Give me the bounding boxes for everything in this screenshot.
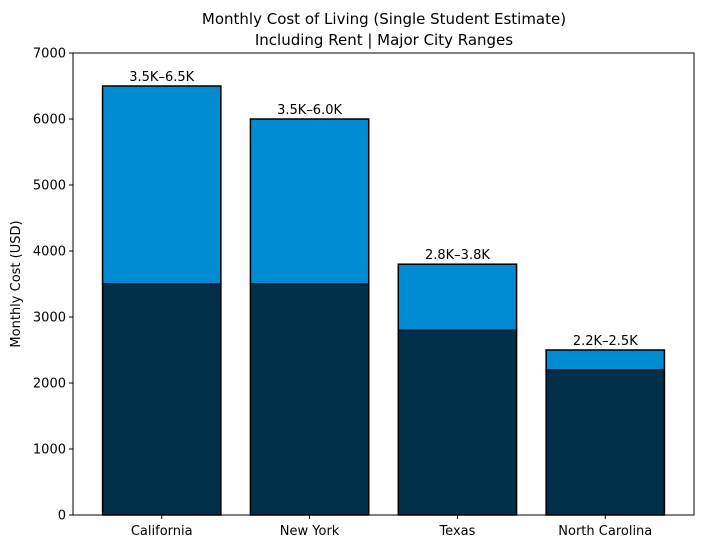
x-tick-label: New York <box>280 524 340 539</box>
y-tick-label: 6000 <box>33 113 66 128</box>
bar-low-0 <box>101 283 222 516</box>
bar-range-2 <box>397 263 518 331</box>
y-tick-label: 0 <box>58 509 66 524</box>
y-tick-label: 7000 <box>33 47 66 62</box>
x-tick-label: North Carolina <box>558 524 652 539</box>
y-tick-label: 2000 <box>33 377 66 392</box>
bar-low-2 <box>397 329 518 516</box>
y-tick-label: 4000 <box>33 245 66 260</box>
data-label-1: 3.5K–6.0K <box>277 103 342 118</box>
data-label-3: 2.2K–2.5K <box>573 334 638 349</box>
x-tick-label: Texas <box>438 524 475 539</box>
y-tick-label: 1000 <box>33 443 66 458</box>
plot-frame <box>72 52 695 516</box>
bar-range-3 <box>545 349 666 371</box>
y-axis-label: Monthly Cost (USD) <box>9 220 24 347</box>
y-tick-label: 3000 <box>33 311 66 326</box>
y-tick-label: 5000 <box>33 179 66 194</box>
chart-title-line-2: Including Rent | Major City Ranges <box>255 31 513 49</box>
bar-range-1 <box>249 118 370 285</box>
bar-low-1 <box>249 283 370 516</box>
bar-low-3 <box>545 369 666 516</box>
data-label-0: 3.5K–6.5K <box>129 70 194 85</box>
bar-range-0 <box>101 85 222 285</box>
chart-title-line-1: Monthly Cost of Living (Single Student E… <box>202 10 566 28</box>
data-label-2: 2.8K–3.8K <box>425 248 490 263</box>
x-tick-label: California <box>131 524 193 539</box>
